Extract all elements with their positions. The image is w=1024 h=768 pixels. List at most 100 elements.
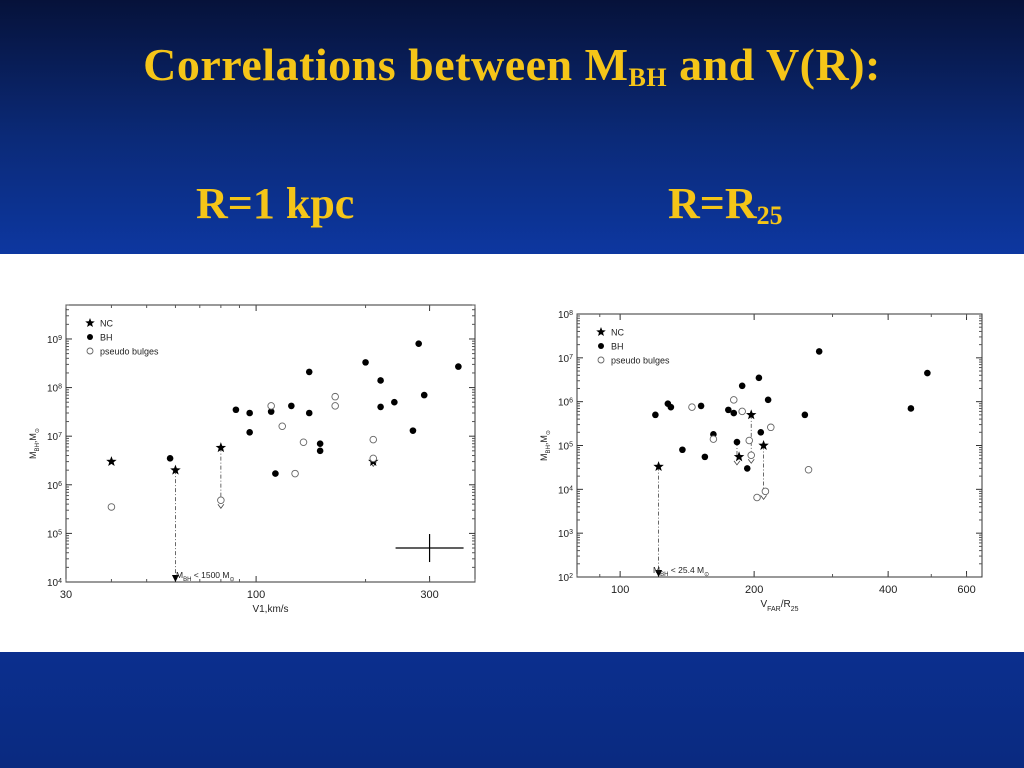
bh-point: [667, 403, 675, 411]
subtitle-right: R=R25: [668, 178, 783, 231]
legend-label: NC: [100, 319, 113, 329]
chart-left: 104 105 106 107 108 109 30 100 300 V1,km/s MBH,M⊙ N…: [28, 304, 476, 615]
pseudo-bulge-point: [761, 487, 770, 496]
legend-label: pseudo bulges: [100, 347, 159, 357]
content-panel: [0, 254, 1024, 652]
pseudo-bulge-point: [291, 469, 299, 478]
bh-point: [415, 340, 422, 347]
legend-label: NC: [611, 328, 624, 338]
bh-point: [166, 455, 174, 462]
nc-star-point: [745, 409, 757, 420]
x-tick-label: 600: [957, 584, 975, 596]
bh-point: [815, 348, 823, 355]
bh-point: [246, 429, 253, 436]
bh-point: [232, 406, 240, 414]
pseudo-bulge-point: [331, 392, 339, 401]
y-tick-label: 105: [47, 529, 62, 541]
pseudo-bulge-point: [688, 403, 696, 411]
y-tick-label: 102: [558, 573, 573, 585]
bh-point: [757, 429, 765, 436]
pseudo-bulge-point: [747, 451, 755, 459]
y-tick-label: 104: [47, 578, 62, 590]
pseudo-bulge-point: [278, 422, 286, 431]
x-tick-label: 300: [420, 589, 438, 601]
bh-point: [679, 446, 686, 454]
bh-point: [316, 447, 324, 455]
pseudo-bulge-point: [331, 402, 339, 410]
legend-open-marker: [597, 356, 605, 364]
bh-point: [738, 382, 746, 390]
footer-band: [0, 652, 1024, 768]
y-tick-label: 107: [47, 432, 62, 444]
bh-point: [267, 408, 275, 415]
pseudo-bulge-point: [738, 407, 746, 416]
legend-label: pseudo bulges: [611, 356, 670, 366]
legend-label: BH: [611, 342, 624, 352]
upper-limit-arrow: [733, 460, 741, 466]
bh-point: [420, 391, 428, 399]
x-tick-label: 200: [745, 584, 763, 596]
bh-point: [764, 396, 772, 404]
y-tick-label: 103: [558, 529, 573, 541]
pseudo-bulge-point: [745, 436, 753, 445]
bh-point: [701, 453, 709, 461]
y-tick-label: 106: [47, 480, 62, 492]
x-tick-label: 30: [60, 589, 72, 601]
subtitle-right-subscript: 25: [756, 201, 783, 230]
legend-open-marker: [86, 347, 94, 355]
title-subscript: BH: [628, 63, 668, 92]
pseudo-bulge-point: [767, 423, 775, 432]
y-axis-label: MBH,M⊙: [28, 428, 41, 459]
subtitle-left: R=1 kpc: [196, 179, 355, 228]
y-tick-label: 108: [47, 383, 62, 395]
x-tick-label: 400: [879, 584, 897, 596]
nc-star-point: [215, 442, 227, 453]
x-axis-label: VFAR/R25: [760, 599, 798, 613]
title-main: Correlations between M: [143, 39, 629, 90]
y-tick-label: 108: [558, 310, 573, 322]
bh-point: [924, 369, 931, 377]
pseudo-bulge-point: [299, 438, 308, 447]
bh-point: [409, 427, 417, 434]
x-tick-label: 100: [611, 584, 629, 596]
upper-limit-arrow: [217, 504, 225, 509]
pseudo-bulge-point: [730, 396, 738, 404]
upper-limit-triangle: [655, 570, 663, 577]
upper-limit-arrow: [760, 495, 767, 501]
y-tick-label: 105: [558, 441, 573, 453]
limit-annotation: MBH < 1500 M⊙: [176, 570, 235, 583]
legend-filled-marker: [87, 334, 93, 340]
x-tick-label: 100: [247, 589, 265, 601]
pseudo-bulge-point: [267, 402, 275, 410]
bh-point: [272, 470, 279, 477]
bh-point: [305, 368, 313, 376]
x-axis-label: V1,km/s: [252, 604, 288, 615]
bh-point: [288, 402, 295, 410]
legend-filled-marker: [598, 343, 604, 349]
pseudo-bulge-point: [804, 465, 813, 474]
nc-star-point: [758, 440, 769, 450]
title-end: and V(R):: [667, 39, 881, 90]
pseudo-bulge-point: [107, 503, 116, 511]
y-tick-label: 107: [558, 353, 573, 365]
bh-point: [316, 440, 324, 448]
bh-point: [733, 438, 741, 446]
bh-point: [725, 406, 732, 414]
pseudo-bulge-point: [217, 496, 225, 505]
bh-point: [305, 409, 313, 417]
pseudo-bulge-point: [753, 493, 761, 502]
bh-point: [697, 402, 705, 410]
subtitle-right-main: R=R: [668, 179, 757, 228]
bh-point: [362, 359, 369, 366]
legend-label: BH: [100, 333, 113, 343]
chart-right: 102 103 104 105 106 107 108 100 200 400 600 VFAR/R2…: [539, 310, 983, 613]
legend-star-marker: [85, 318, 95, 328]
slide-title: Correlations between MBH and V(R):: [0, 38, 1024, 93]
bh-point: [755, 374, 763, 382]
pseudo-bulge-point: [369, 454, 378, 463]
y-tick-label: 106: [558, 397, 573, 409]
bh-point: [730, 409, 738, 417]
nc-star-point: [733, 451, 745, 462]
limit-annotation: MBH < 25.4 M⊙: [653, 565, 709, 578]
nc-star-point: [170, 464, 181, 475]
